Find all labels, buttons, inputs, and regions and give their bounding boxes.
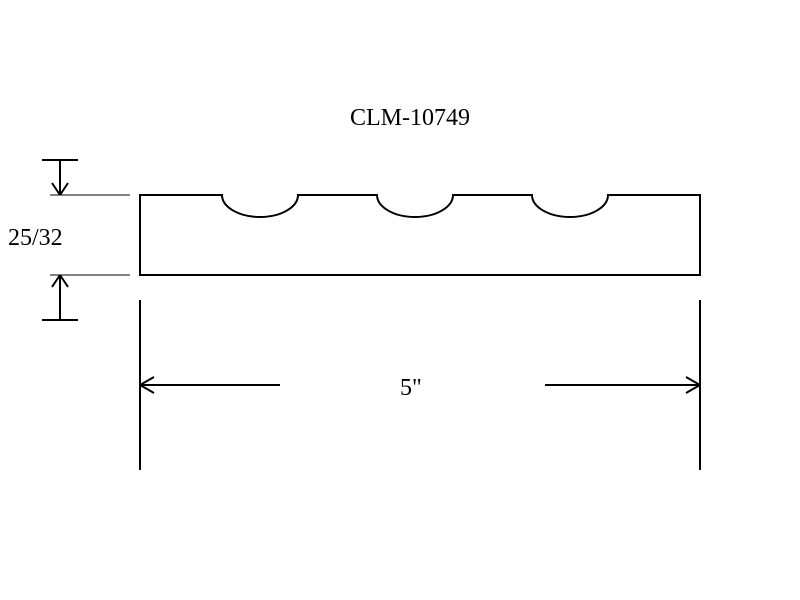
hdim-right-arrow-b bbox=[686, 385, 700, 393]
hdim-left-arrow-b bbox=[140, 385, 154, 393]
vdim-bot-arrow-l bbox=[52, 275, 60, 287]
part-number-title: CLM-10749 bbox=[350, 105, 470, 132]
hdim-left-arrow-t bbox=[140, 377, 154, 385]
profile-outline bbox=[140, 195, 700, 275]
height-dimension-label: 25/32 bbox=[8, 225, 63, 252]
vdim-bot-arrow-r bbox=[60, 275, 68, 287]
technical-drawing bbox=[0, 0, 800, 600]
hdim-right-arrow-t bbox=[686, 377, 700, 385]
vdim-top-arrow-r bbox=[60, 183, 68, 195]
vdim-top-arrow-l bbox=[52, 183, 60, 195]
width-dimension-label: 5" bbox=[400, 375, 422, 402]
